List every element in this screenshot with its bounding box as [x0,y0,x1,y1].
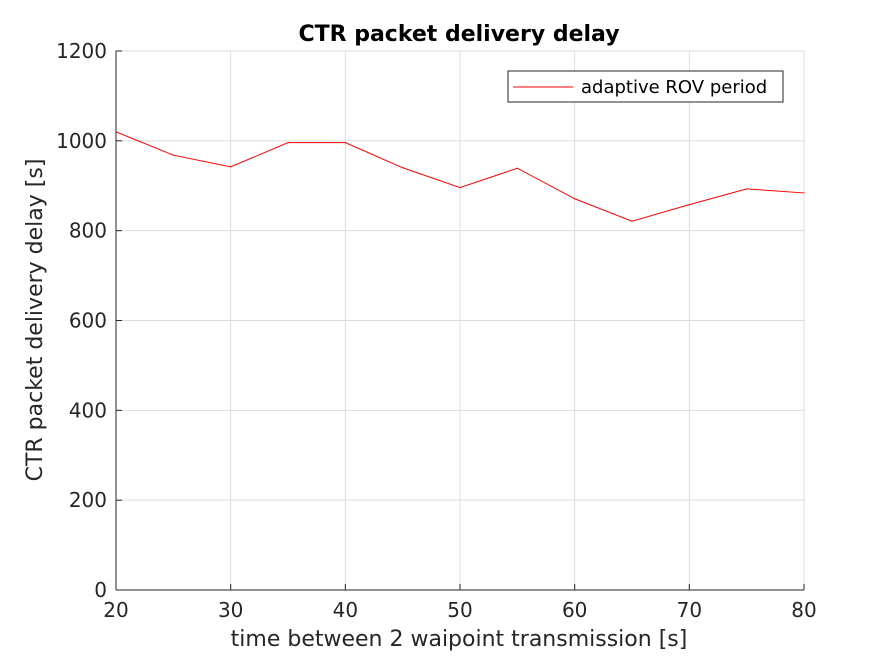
series-lines [115,131,805,222]
x-axis-title: time between 2 waipoint transmission [s] [231,627,688,652]
legend: adaptive ROV period [507,70,784,103]
data-point [402,167,404,169]
y-tick-label: 0 [94,578,107,602]
y-tick-label: 1000 [56,129,107,153]
x-tick-label: 80 [791,598,816,622]
y-tick-label: 200 [69,488,107,512]
data-point [230,166,232,168]
data-point [344,142,346,144]
legend-label: adaptive ROV period [581,77,767,98]
axes [115,50,805,591]
y-tick-label: 1200 [56,39,107,63]
y-tick-label: 600 [69,309,107,333]
data-point [631,220,633,222]
data-point [746,188,748,190]
x-tick-label: 30 [218,598,243,622]
data-point [803,192,805,194]
data-point [287,142,289,144]
chart-title: CTR packet delivery delay [298,22,619,47]
x-tick-label: 20 [103,598,128,622]
x-tick-label: 60 [562,598,587,622]
data-point [688,204,690,206]
x-tick-label: 70 [677,598,702,622]
data-point [459,186,461,189]
x-tick-label: 40 [333,598,358,622]
grid-lines [115,50,805,591]
data-point [516,167,518,169]
data-point [574,198,576,200]
y-tick-label: 800 [69,219,107,243]
y-axis-title: CTR packet delivery delay [s] [23,159,48,482]
x-tick-label: 50 [447,598,472,622]
y-tick-label: 400 [69,398,107,422]
data-point [172,154,174,156]
